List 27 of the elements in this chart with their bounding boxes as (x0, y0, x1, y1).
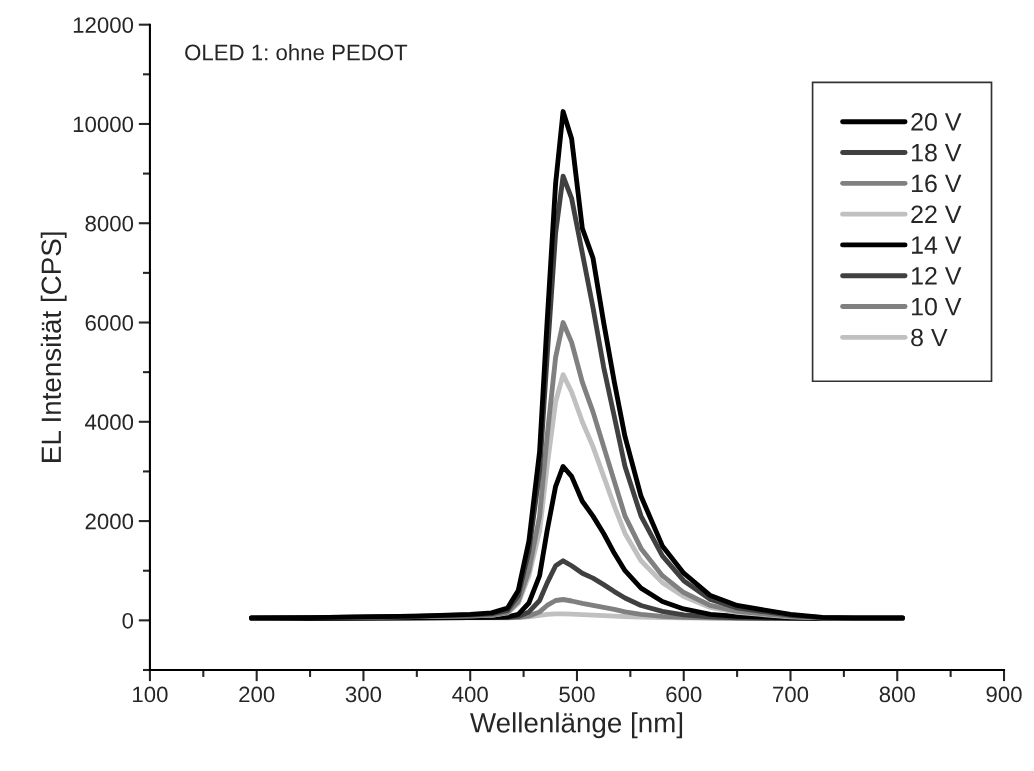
legend-label: 22 V (911, 205, 962, 223)
y-tick-label: 4000 (85, 414, 134, 431)
x-tick-label: 100 (133, 686, 168, 703)
x-tick-label: 900 (986, 686, 1022, 703)
y-axis-title: EL Intensität [CPS] (40, 232, 67, 462)
y-tick-label: 12000 (73, 17, 134, 33)
legend-label: 18 V (911, 143, 962, 162)
y-tick-label: 2000 (85, 513, 134, 530)
y-tick-label: 6000 (85, 315, 134, 331)
legend-label: 14 V (911, 236, 962, 254)
legend-label: 16 V (911, 174, 962, 193)
y-tick-label: 10000 (73, 116, 134, 133)
y-tick-label: 0 (122, 612, 134, 629)
x-axis-title: Wellenlänge [nm] (470, 712, 683, 739)
x-tick-label: 800 (879, 686, 915, 703)
y-tick-label: 8000 (85, 215, 134, 232)
legend-label: 10 V (911, 297, 962, 316)
x-tick-label: 200 (239, 686, 275, 703)
x-tick-label: 300 (345, 686, 382, 703)
legend-label: 8 V (911, 328, 948, 347)
legend-label: 12 V (911, 267, 962, 285)
x-tick-label: 500 (559, 686, 595, 703)
x-tick-label: 700 (773, 686, 809, 703)
annotation: OLED 1: ohne PEDOT (185, 44, 408, 61)
legend-label: 20 V (911, 113, 962, 131)
x-tick-label: 400 (452, 686, 488, 703)
x-tick-label: 600 (666, 686, 702, 703)
